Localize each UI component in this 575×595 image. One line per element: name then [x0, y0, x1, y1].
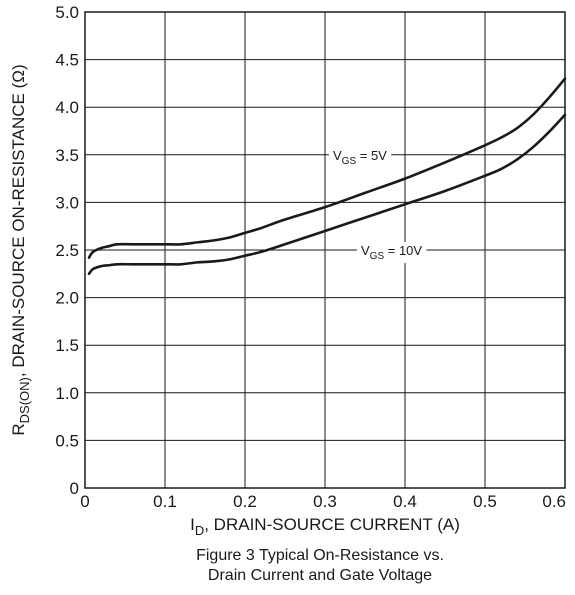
y-tick-label: 1.5 [55, 336, 79, 355]
grid [85, 12, 565, 488]
y-axis-title-subscript: DS(ON) [17, 377, 32, 423]
series-label-rest: = 5V [356, 148, 387, 163]
y-tick-label: 2.5 [55, 241, 79, 260]
x-axis-title-main: I [190, 515, 195, 534]
y-tick-label: 3.5 [55, 146, 79, 165]
plot-area-frame [84, 11, 566, 489]
y-tick-label: 2.0 [55, 289, 79, 308]
series-label-subscript: GS [370, 251, 385, 262]
series-label-background [329, 146, 392, 168]
x-tick-label: 0.6 [542, 492, 566, 511]
series-label-subscript: GS [342, 156, 357, 167]
x-tick-label: 0 [80, 492, 89, 511]
y-tick-label: 1.0 [55, 384, 79, 403]
y-tick-label: 4.0 [55, 98, 79, 117]
x-tick-labels: 0 0.1 0.2 0.3 0.4 0.5 0.6 [80, 492, 566, 511]
y-axis-title-rest: , DRAIN-SOURCE ON-RESISTANCE (Ω) [9, 64, 28, 377]
y-tick-labels: 0 0.5 1.0 1.5 2.0 2.5 3.0 3.5 4.0 4.5 5.0 [55, 3, 79, 498]
figure-caption-line-2: Drain Current and Gate Voltage [207, 567, 433, 584]
series-label-main: V [333, 148, 342, 163]
series-line-vgs-10v [87, 113, 567, 276]
series-label-vgs-10v: VGS = 10V [361, 243, 422, 262]
x-tick-label: 0.5 [473, 492, 497, 511]
y-tick-label: 0 [70, 479, 79, 498]
series-label-vgs-5v: VGS = 5V [333, 148, 387, 167]
x-tick-label: 0.1 [153, 492, 177, 511]
y-axis-title: RDS(ON), DRAIN-SOURCE ON-RESISTANCE (Ω) [9, 64, 32, 435]
x-tick-label: 0.2 [233, 492, 257, 511]
y-axis-title-main: R [9, 423, 28, 435]
figure-caption-line-1: Figure 3 Typical On-Resistance vs. [196, 547, 444, 564]
x-axis-title-rest: , DRAIN-SOURCE CURRENT (A) [204, 515, 460, 534]
y-tick-label: 4.5 [55, 51, 79, 70]
series-line-vgs-5v [87, 77, 567, 259]
series-label-background [357, 242, 427, 263]
y-tick-label: 0.5 [55, 431, 79, 450]
y-tick-label: 5.0 [55, 3, 79, 22]
x-axis-title: ID, DRAIN-SOURCE CURRENT (A) [190, 515, 460, 538]
y-tick-label: 3.0 [55, 193, 79, 212]
series-label-main: V [361, 243, 370, 258]
x-axis-title-subscript: D [195, 523, 204, 538]
x-tick-label: 0.3 [313, 492, 337, 511]
x-tick-label: 0.4 [393, 492, 417, 511]
series-label-rest: = 10V [384, 243, 422, 258]
series-group [87, 77, 567, 276]
